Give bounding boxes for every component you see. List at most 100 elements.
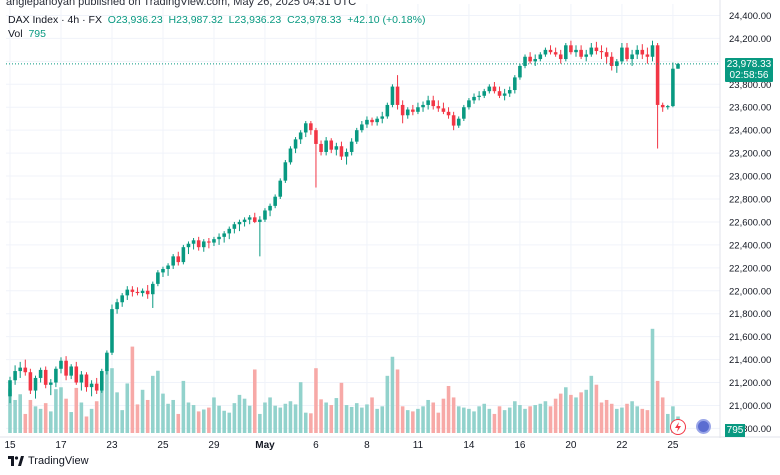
volume-bar — [543, 401, 548, 433]
x-tick-label: 11 — [413, 440, 424, 451]
volume-bar — [94, 401, 99, 433]
theme-toggle-icon[interactable] — [696, 419, 711, 434]
volume-bar — [507, 407, 512, 433]
volume-bar — [120, 410, 124, 433]
y-tick-label: 23,800.00 — [729, 80, 771, 91]
low-value: L23,936.23 — [228, 14, 282, 26]
volume-bar — [482, 403, 487, 433]
volume-bar — [171, 399, 175, 433]
candle-body — [33, 377, 38, 391]
candle-body — [482, 91, 487, 96]
candle-body — [523, 56, 527, 66]
y-tick-label: 21,800.00 — [729, 309, 771, 320]
publish-credit: anglepanoyan published on TradingView.co… — [6, 0, 357, 8]
candle-body — [558, 54, 563, 60]
candle-body — [666, 106, 670, 108]
open-value: O23,936.23 — [107, 14, 163, 26]
bar-countdown: 02:58:56 — [729, 69, 769, 81]
flash-icon[interactable] — [670, 419, 686, 435]
candle-body — [84, 374, 89, 388]
volume-bar — [319, 399, 323, 433]
candle-body — [360, 124, 364, 131]
candle-body — [227, 228, 232, 234]
volume-bar — [640, 408, 645, 433]
volume-bar — [518, 405, 522, 433]
volume-bar — [161, 393, 165, 433]
candle-body — [273, 196, 277, 206]
candle-body — [288, 148, 293, 163]
volume-bar — [196, 411, 201, 433]
x-tick-label: 20 — [565, 440, 577, 451]
volume-bar — [166, 403, 170, 433]
candle-body — [431, 100, 436, 107]
candle-body — [191, 240, 196, 244]
volume-bar — [650, 328, 655, 433]
candle-body — [441, 108, 446, 112]
candle-body — [375, 118, 379, 123]
volume-bar — [569, 394, 573, 433]
volume-bar — [630, 401, 634, 433]
candle-body — [49, 382, 53, 385]
volume-bar — [252, 369, 257, 433]
candle-body — [538, 54, 543, 60]
volume-bar — [589, 375, 594, 433]
candle-body — [518, 65, 522, 78]
candle-body — [507, 90, 512, 94]
candle-body — [630, 54, 634, 60]
volume-bar — [620, 407, 624, 433]
candle-body — [156, 272, 160, 284]
volume-bar — [574, 397, 578, 433]
volume-bar — [635, 406, 639, 433]
candle-body — [609, 56, 614, 66]
volume-bar — [156, 370, 160, 433]
volume-bar — [33, 406, 38, 433]
y-tick-label: 21,000.00 — [729, 401, 771, 412]
x-tick-label: 25 — [157, 440, 169, 451]
volume-bar — [553, 398, 558, 433]
volume-bar — [8, 388, 12, 433]
candle-body — [349, 141, 354, 152]
candle-body — [548, 49, 553, 53]
candle-body — [298, 132, 303, 140]
candle-body — [247, 217, 252, 220]
volume-bar — [487, 408, 492, 433]
volume-bar — [609, 403, 614, 433]
candle-body — [564, 45, 568, 60]
volume-bar — [360, 407, 364, 433]
candle-body — [502, 93, 507, 96]
volume-bar — [472, 411, 476, 433]
y-tick-label: 22,000.00 — [729, 286, 771, 297]
candle-body — [365, 119, 369, 125]
candle-body — [105, 352, 109, 372]
volume-bar — [533, 405, 538, 433]
candle-body — [278, 180, 283, 197]
volume-bar — [298, 382, 303, 433]
candle-body — [477, 95, 481, 97]
volume-bar — [18, 394, 22, 433]
volume-bar — [181, 380, 186, 433]
x-tick-label: 16 — [514, 440, 526, 451]
volume-bar — [375, 408, 379, 433]
x-tick-label: 29 — [208, 440, 220, 451]
volume-bar — [564, 387, 568, 433]
volume-bar — [263, 402, 267, 433]
volume-bar — [59, 387, 63, 433]
candle-body — [18, 367, 22, 372]
volume-label: Vol — [8, 28, 23, 40]
x-tick-label: 14 — [463, 440, 475, 451]
candle-body — [604, 52, 609, 57]
volume-bar — [54, 389, 58, 433]
candle-body — [400, 104, 405, 116]
candle-body — [176, 256, 181, 263]
volume-bar — [89, 408, 94, 433]
volume-bar — [390, 356, 395, 433]
volume-bar — [400, 406, 405, 433]
volume-bar — [329, 405, 334, 433]
candle-body — [492, 86, 497, 92]
x-tick-label: 22 — [616, 440, 628, 451]
volume-bar — [426, 399, 430, 433]
candle-body — [43, 369, 48, 385]
candle-body — [615, 61, 619, 66]
